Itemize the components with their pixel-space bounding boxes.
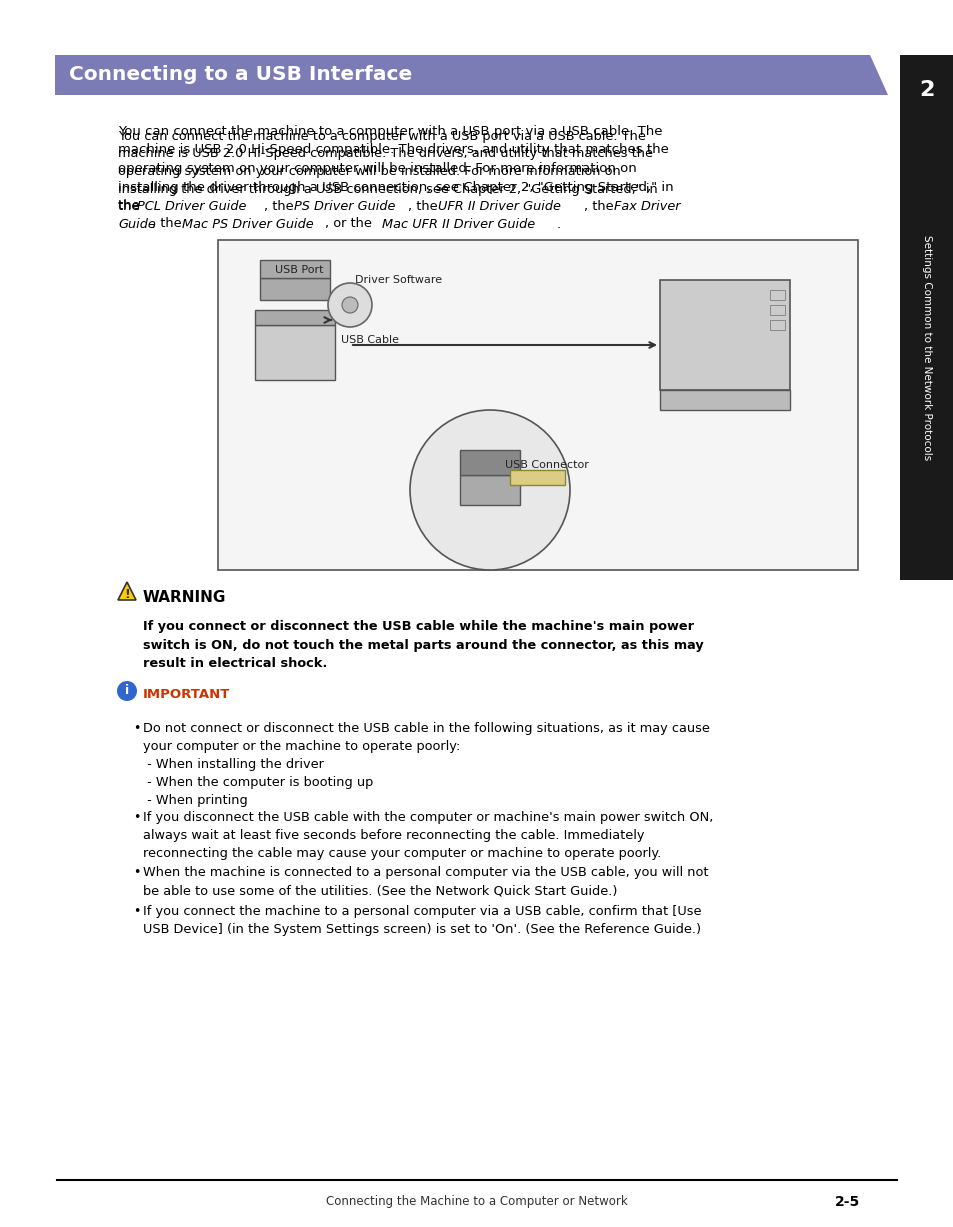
Text: Connecting to a USB Interface: Connecting to a USB Interface [69,65,412,85]
Text: Mac PS Driver Guide: Mac PS Driver Guide [182,217,314,231]
Text: 2: 2 [919,80,934,99]
Text: Driver Software: Driver Software [355,275,441,285]
Text: •: • [132,721,140,735]
Text: UFR II Driver Guide: UFR II Driver Guide [437,200,560,213]
Text: Mac UFR II Driver Guide: Mac UFR II Driver Guide [381,217,535,231]
Text: If you connect or disconnect the USB cable while the machine's main power
switch: If you connect or disconnect the USB cab… [143,620,703,670]
Text: If you disconnect the USB cable with the computer or machine's main power switch: If you disconnect the USB cable with the… [143,811,713,859]
Text: machine is USB 2.0 Hi-Speed compatible. The drivers, and utility that matches th: machine is USB 2.0 Hi-Speed compatible. … [118,147,652,161]
Bar [260,279,330,299]
Text: installing the driver through a USB connection, see Chapter 2, "Getting Started,: installing the driver through a USB conn… [118,183,657,195]
Text: You can connect the machine to a computer with a USB port via a USB cable. The: You can connect the machine to a compute… [118,130,645,144]
Polygon shape [55,55,887,94]
Text: USB Port: USB Port [274,265,323,275]
Bar [459,475,519,506]
Text: , the: , the [264,200,297,213]
Text: i: i [125,685,129,697]
Text: 2-5: 2-5 [834,1195,860,1209]
Text: •: • [132,866,140,879]
Bar [459,450,519,475]
Text: PCL Driver Guide: PCL Driver Guide [137,200,246,213]
Bar [254,325,335,380]
Text: !: ! [124,589,130,601]
Bar [769,306,784,315]
Bar [510,470,564,485]
Bar [769,290,784,299]
Circle shape [341,297,357,313]
Text: , the: , the [583,200,618,213]
Bar [659,390,789,410]
Text: If you connect the machine to a personal computer via a USB cable, confirm that : If you connect the machine to a personal… [143,906,700,936]
Text: •: • [132,906,140,918]
Text: the: the [118,200,143,213]
Text: Settings Common to the Network Protocols: Settings Common to the Network Protocols [921,234,931,460]
Text: USB Cable: USB Cable [340,335,398,345]
Bar [254,310,335,325]
Bar [260,260,330,279]
Text: You can connect the machine to a computer with a USB port via a USB cable. The
m: You can connect the machine to a compute… [118,125,673,212]
Text: , the: , the [408,200,441,213]
Text: •: • [132,811,140,823]
Text: Guide: Guide [118,217,155,231]
Text: When the machine is connected to a personal computer via the USB cable, you will: When the machine is connected to a perso… [143,866,708,897]
Circle shape [117,681,137,701]
Bar [285,320,305,325]
Circle shape [410,410,569,571]
Bar [769,320,784,330]
Bar [659,280,789,390]
Text: USB Connector: USB Connector [504,460,588,470]
Text: Connecting the Machine to a Computer or Network: Connecting the Machine to a Computer or … [326,1195,627,1209]
Text: WARNING: WARNING [143,589,226,605]
Text: , the: , the [152,217,186,231]
Text: Do not connect or disconnect the USB cable in the following situations, as it ma: Do not connect or disconnect the USB cab… [143,721,709,807]
Text: , or the: , or the [325,217,375,231]
Polygon shape [118,582,136,600]
Text: PS Driver Guide: PS Driver Guide [294,200,395,213]
Circle shape [328,283,372,328]
Text: Fax Driver: Fax Driver [614,200,679,213]
FancyBboxPatch shape [218,240,857,571]
Text: .: . [557,217,560,231]
Text: IMPORTANT: IMPORTANT [143,688,230,702]
Text: operating system on your computer will be installed. For more information on: operating system on your computer will b… [118,164,620,178]
Bar [899,55,953,580]
